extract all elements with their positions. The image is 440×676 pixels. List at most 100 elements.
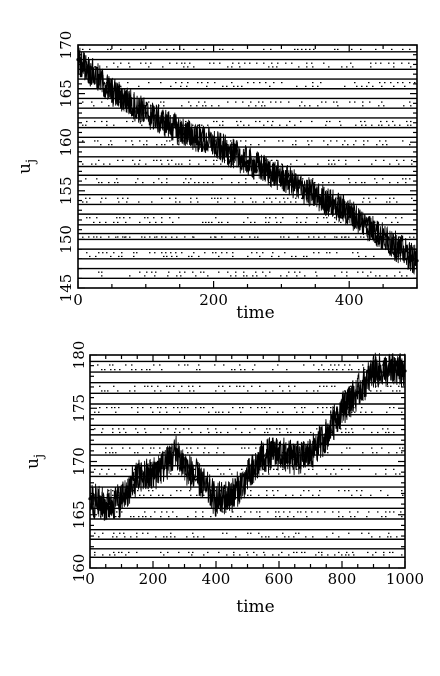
noise-dot: [202, 516, 204, 518]
noise-dot: [152, 411, 154, 413]
noise-dot: [198, 101, 200, 103]
noise-dot: [235, 536, 237, 538]
noise-dot: [278, 554, 280, 556]
noise-dot: [180, 490, 182, 492]
noise-dot: [248, 447, 250, 449]
noise-dot: [123, 532, 125, 534]
noise-dot: [173, 406, 175, 409]
noise-dot: [86, 252, 88, 254]
noise-dot: [389, 163, 391, 165]
noise-dot: [371, 163, 373, 165]
noise-dot: [277, 490, 279, 492]
noise-dot: [101, 101, 103, 103]
noise-dot: [293, 536, 295, 538]
noise-dot: [215, 252, 217, 254]
noise-dot: [402, 447, 404, 449]
noise-dot: [364, 369, 366, 371]
noise-dot: [139, 271, 141, 273]
noise-dot: [179, 271, 181, 273]
noise-dot: [192, 551, 194, 554]
noise-dot: [321, 551, 323, 554]
noise-dot: [237, 85, 239, 87]
noise-dot: [286, 124, 288, 126]
noise-dot: [291, 62, 293, 64]
noise-dot: [125, 236, 127, 238]
noise-dot: [279, 385, 281, 387]
noise-dot: [140, 48, 142, 51]
x-tick-label: 200: [139, 570, 168, 588]
noise-dot: [234, 201, 236, 203]
noise-dot: [232, 252, 234, 254]
noise-dot: [360, 411, 362, 413]
noise-dot: [187, 452, 189, 454]
noise-dot: [299, 452, 301, 454]
noise-dot: [401, 516, 403, 518]
noise-dot: [98, 271, 100, 273]
noise-dot: [387, 385, 389, 387]
noise-dot: [221, 178, 223, 180]
noise-dot: [246, 551, 248, 554]
noise-dot: [253, 551, 255, 554]
noise-dot: [311, 120, 313, 123]
noise-dot: [267, 431, 269, 434]
noise-dot: [387, 494, 389, 496]
noise-dot: [211, 105, 213, 107]
data-point: [371, 369, 376, 373]
noise-dot: [413, 236, 415, 238]
noise-dot: [198, 255, 200, 258]
noise-dot: [142, 532, 144, 534]
noise-dot: [358, 159, 360, 161]
noise-dot: [114, 473, 116, 475]
noise-dot: [287, 516, 289, 518]
noise-dot: [345, 554, 347, 556]
noise-dot: [210, 516, 212, 518]
noise-dot: [294, 406, 296, 409]
noise-dot: [391, 48, 393, 51]
noise-dot: [86, 217, 88, 219]
noise-dot: [279, 516, 281, 518]
noise-dot: [258, 532, 260, 534]
noise-dot: [227, 101, 229, 103]
noise-dot: [230, 140, 232, 142]
noise-dot: [247, 532, 249, 534]
noise-dot: [330, 406, 332, 409]
noise-dot: [138, 85, 140, 87]
noise-dot: [165, 236, 167, 238]
noise-dot: [235, 271, 237, 273]
noise-dot: [220, 197, 222, 199]
noise-dot: [232, 511, 234, 513]
noise-dot: [376, 452, 378, 454]
noise-dot: [244, 511, 246, 513]
noise-dot: [203, 271, 205, 273]
noise-dot: [202, 221, 204, 224]
noise-dot: [352, 252, 354, 254]
noise-dot: [168, 163, 170, 165]
noise-dot: [282, 411, 284, 413]
noise-dot: [189, 163, 191, 165]
noise-dot: [360, 120, 362, 123]
noise-dot: [226, 532, 228, 534]
noise-dot: [91, 163, 93, 165]
noise-dot: [269, 181, 271, 184]
noise-dot: [253, 178, 255, 180]
noise-dot: [396, 201, 398, 203]
noise-dot: [197, 201, 199, 203]
noise-dot: [334, 48, 336, 51]
noise-dot: [275, 511, 277, 513]
noise-dot: [137, 431, 139, 434]
noise-dot: [280, 101, 282, 103]
noise-dot: [215, 236, 217, 238]
noise-dot: [140, 120, 142, 123]
noise-dot: [328, 369, 330, 371]
noise-dot: [273, 494, 275, 496]
noise-dot: [268, 536, 270, 538]
noise-dot: [121, 511, 123, 513]
noise-dot: [311, 140, 313, 142]
noise-dot: [305, 221, 307, 224]
noise-dot: [259, 511, 261, 513]
noise-dot: [250, 511, 252, 513]
noise-dot: [196, 494, 198, 496]
noise-dot: [276, 468, 278, 470]
x-tick-label: 1000: [386, 570, 424, 588]
noise-dot: [178, 390, 180, 392]
